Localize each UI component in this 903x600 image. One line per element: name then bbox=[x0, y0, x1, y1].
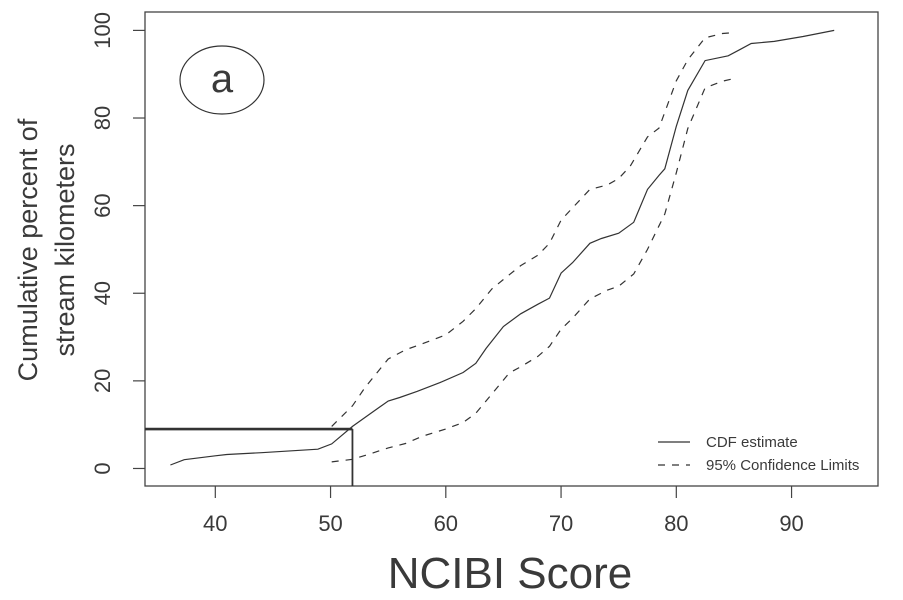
legend-label-confidence: 95% Confidence Limits bbox=[706, 457, 859, 474]
x-tick-label: 40 bbox=[203, 511, 227, 536]
legend: CDF estimate 95% Confidence Limits bbox=[658, 434, 859, 474]
x-tick-label: 80 bbox=[664, 511, 688, 536]
y-tick-label: 100 bbox=[90, 12, 115, 49]
y-tick-label: 60 bbox=[90, 193, 115, 217]
y-tick-label: 80 bbox=[90, 106, 115, 130]
panel-label-ellipse bbox=[179, 45, 265, 115]
y-axis: 0 20 40 60 80 100 bbox=[90, 12, 145, 475]
y-tick-label: 20 bbox=[90, 369, 115, 393]
series-line-lower-confidence-limit bbox=[331, 78, 735, 463]
data-layer bbox=[145, 29, 835, 486]
y-axis-title-line-2: stream kilometers bbox=[50, 143, 80, 356]
x-tick-label: 90 bbox=[779, 511, 803, 536]
series-line-upper-confidence-limit bbox=[331, 32, 734, 427]
panel-label: a bbox=[211, 57, 234, 101]
plot-frame bbox=[144, 11, 879, 487]
y-tick-label: 0 bbox=[90, 462, 115, 474]
x-axis-title: NCIBI Score bbox=[388, 549, 633, 598]
x-axis: 40 50 60 70 80 90 bbox=[203, 486, 804, 536]
series-line-cdf-estimate bbox=[170, 29, 835, 466]
x-tick-label: 70 bbox=[549, 511, 573, 536]
y-axis-title: Cumulative percent of stream kilometers bbox=[13, 118, 80, 381]
legend-label-cdf: CDF estimate bbox=[706, 434, 798, 451]
x-tick-label: 60 bbox=[434, 511, 458, 536]
y-tick-label: 40 bbox=[90, 281, 115, 305]
y-axis-title-line-1: Cumulative percent of bbox=[13, 118, 43, 381]
x-tick-label: 50 bbox=[318, 511, 342, 536]
